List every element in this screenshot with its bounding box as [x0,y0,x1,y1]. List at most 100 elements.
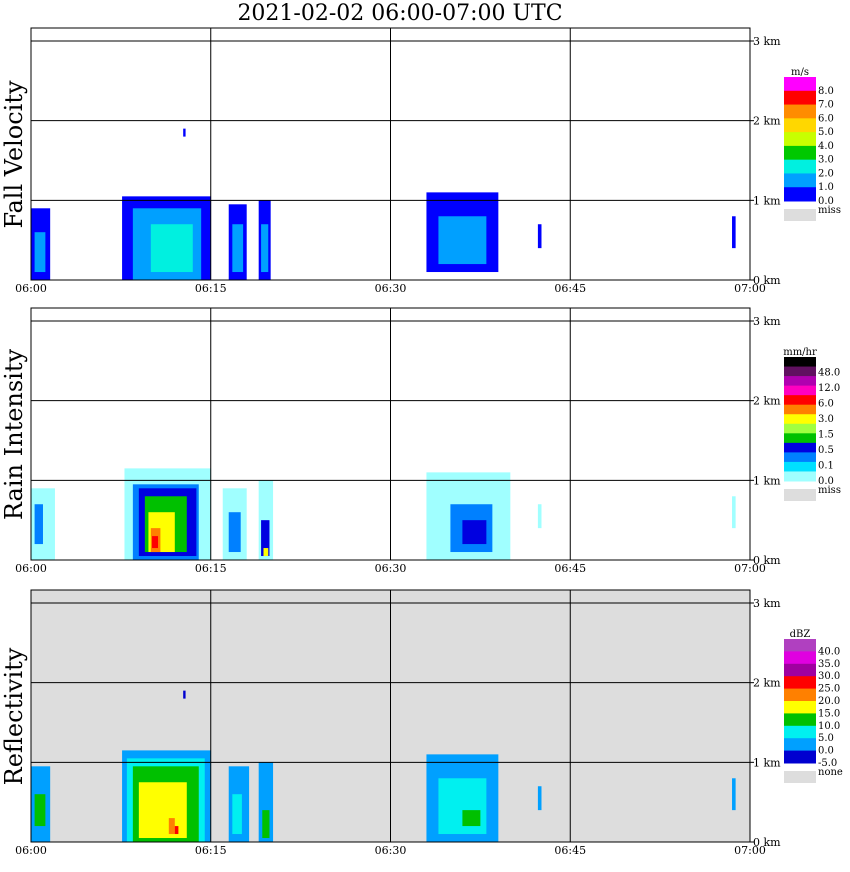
fall-velocity-x-tick-label: 07:00 [734,282,766,295]
rain-intensity-legend-missing-swatch [784,489,816,501]
rain-intensity-y-tick-label: 3 km [753,315,781,328]
rain-intensity-legend-swatch [784,385,816,396]
rain-intensity-legend-swatch [784,414,816,425]
fall-velocity-legend-swatch [784,173,816,188]
reflectivity-legend-swatch [784,688,816,702]
reflectivity-y-tick-label: 1 km [753,756,781,769]
fall-velocity-echo-cell [261,224,269,273]
fall-velocity-x-tick-label: 06:15 [195,282,227,295]
fall-velocity-echo-cell [150,224,193,273]
fall-velocity-legend-missing-label: miss [818,205,841,216]
reflectivity-echo-cell [174,826,179,835]
rain-intensity-legend-swatch [784,452,816,463]
reflectivity-legend-swatch [784,639,816,652]
rain-intensity-legend-label: 3.0 [818,414,834,425]
reflectivity-legend-swatch [784,663,816,677]
reflectivity-x-tick-label: 07:00 [734,844,766,857]
rain-intensity-frame [30,307,751,561]
rain-intensity-legend-swatch [784,404,816,415]
rain-intensity-legend-label: 12.0 [818,383,840,394]
rain-intensity-legend-label: 48.0 [818,368,840,379]
rain-intensity-legend-swatch [784,471,816,482]
rain-intensity-y-tick-label: 1 km [753,474,781,487]
fall-velocity-legend-missing-swatch [784,209,816,221]
reflectivity-frame [30,589,751,843]
reflectivity-legend-label: 20.0 [818,696,840,707]
fall-velocity-x-tick-label: 06:30 [375,282,407,295]
fall-velocity-legend-swatch [784,132,816,147]
rain-intensity-legend-label: 1.5 [818,430,834,441]
reflectivity-panel: 0 km 1 km 2 km 3 km 06:00 06:15 06:30 06:45 07:0… [0,589,843,857]
fall-velocity-legend-label: 0.0 [818,196,834,207]
reflectivity-y-tick-label: 0 km [753,836,781,849]
fall-velocity-y-tick-label: 1 km [753,194,781,207]
reflectivity-echo-cell [34,794,46,827]
rain-intensity-legend-missing-label: miss [818,485,841,496]
rain-intensity-legend-swatch [784,461,816,472]
reflectivity-x-tick-label: 06:45 [554,844,586,857]
fall-velocity-legend-label: 7.0 [818,100,834,111]
fall-velocity-legend-unit: m/s [791,67,809,78]
rain-intensity-legend-label: 0.1 [818,461,834,472]
fall-velocity-legend-swatch [784,90,816,106]
rain-intensity-echo-cell [462,520,487,545]
fall-velocity-echo-cell [34,232,46,273]
reflectivity-echo-cell [138,782,187,839]
rain-intensity-x-tick-label: 06:30 [375,562,407,575]
reflectivity-x-tick-label: 06:00 [15,844,47,857]
fall-velocity-legend-label: 8.0 [818,86,834,97]
rain-intensity-legend-swatch [784,442,816,453]
reflectivity-echo-cell [262,810,270,839]
fall-velocity-echo-cell [232,224,244,273]
reflectivity-echo-cell [168,818,175,835]
rain-intensity-legend-swatch [784,395,816,406]
reflectivity-echo-cell [732,778,736,811]
fall-velocity-legend-label: 2.0 [818,168,834,179]
reflectivity-legend-label: 35.0 [818,659,840,670]
reflectivity-legend-swatch [784,750,816,764]
fall-velocity-legend-swatch [784,118,816,133]
reflectivity-echo-cell [232,794,242,835]
rain-intensity-x-tick-label: 07:00 [734,562,766,575]
fall-velocity-legend-label: 5.0 [818,127,834,138]
reflectivity-legend-swatch [784,738,816,752]
fall-velocity-legend-swatch [784,104,816,119]
fall-velocity-x-tick-label: 06:00 [15,282,47,295]
fall-velocity-echo-cell [732,216,736,249]
fall-velocity-legend-label: 6.0 [818,113,834,124]
rain-intensity-x-tick-label: 06:15 [195,562,227,575]
rain-intensity-echo-cell [537,504,542,529]
fall-velocity-frame [30,27,751,281]
fall-velocity-legend-swatch [784,145,816,161]
fall-velocity-legend-label: 3.0 [818,155,834,166]
rain-intensity-legend-unit: mm/hr [783,347,817,358]
fall-velocity-echo-cell [183,128,186,137]
rain-intensity-axis-label: Rain Intensity [0,349,28,521]
reflectivity-legend-swatch [784,713,816,727]
rain-intensity-legend-swatch [784,357,816,368]
reflectivity-legend-missing-swatch [784,771,816,783]
rain-intensity-legend-label: 6.0 [818,399,834,410]
reflectivity-y-tick-label: 2 km [753,677,781,690]
reflectivity-legend-swatch [784,701,816,714]
reflectivity-legend-label: 25.0 [818,684,840,695]
rain-intensity-echo-cell [261,520,270,557]
reflectivity-legend-swatch [784,725,816,739]
fall-velocity-legend-label: 4.0 [818,141,834,152]
rain-intensity-echo-cell [228,512,241,553]
reflectivity-y-tick-label: 3 km [753,597,781,610]
rain-intensity-echo-cell [152,536,159,549]
reflectivity-legend-swatch [784,676,816,690]
fall-velocity-echo-cell [438,216,487,265]
reflectivity-legend-label: 15.0 [818,708,840,719]
reflectivity-legend-label: 10.0 [818,721,840,732]
fall-velocity-legend-swatch [784,77,816,92]
fall-velocity-legend-swatch [784,187,816,202]
fall-velocity-legend-label: 1.0 [818,182,834,193]
rain-intensity-legend-swatch [784,433,816,444]
reflectivity-legend-label: 0.0 [818,746,834,757]
reflectivity-x-tick-label: 06:15 [195,844,227,857]
rain-intensity-echo-cell [263,548,269,557]
